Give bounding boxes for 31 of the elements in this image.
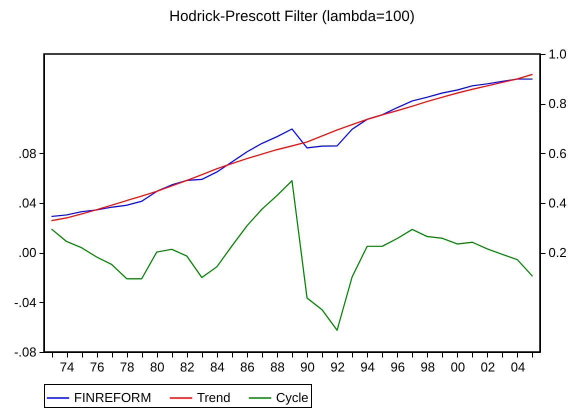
y2-tick-label: 0.2 xyxy=(548,245,567,260)
y-tick-label: .08 xyxy=(18,146,36,161)
y2-tick-label: 1.0 xyxy=(548,46,567,62)
x-tick-label: 04 xyxy=(510,360,526,374)
y2-tick-label: 0.6 xyxy=(548,146,567,161)
x-tick-label: 98 xyxy=(420,360,436,374)
y-tick-label: -.08 xyxy=(14,344,36,360)
x-tick-label: 02 xyxy=(480,360,496,374)
x-tick-label: 82 xyxy=(180,360,195,374)
y-tick-label: .00 xyxy=(18,245,36,260)
legend-label: Cycle xyxy=(276,390,309,405)
x-tick-label: 00 xyxy=(450,360,466,374)
x-tick-label: 88 xyxy=(270,360,285,374)
legend-label: Trend xyxy=(197,390,230,405)
legend-label: FINREFORM xyxy=(74,390,152,405)
y2-tick-label: 0.4 xyxy=(548,196,567,210)
x-tick-label: 92 xyxy=(330,360,345,374)
y2-tick-label: 0.8 xyxy=(548,96,567,112)
x-tick-label: 86 xyxy=(240,360,255,374)
y-tick-label: -.04 xyxy=(14,294,36,310)
x-tick-label: 84 xyxy=(210,360,225,374)
x-tick-label: 78 xyxy=(120,360,134,374)
x-tick-label: 80 xyxy=(150,360,164,374)
x-tick-label: 94 xyxy=(360,360,375,374)
x-tick-label: 74 xyxy=(60,360,74,374)
line-series xyxy=(50,180,534,331)
x-tick-label: 96 xyxy=(390,360,405,374)
chart-title: Hodrick-Prescott Filter (lambda=100) xyxy=(169,8,415,25)
x-tick-label: 76 xyxy=(90,360,104,374)
y-tick-label: .04 xyxy=(18,196,36,210)
x-tick-label: 90 xyxy=(300,360,315,374)
